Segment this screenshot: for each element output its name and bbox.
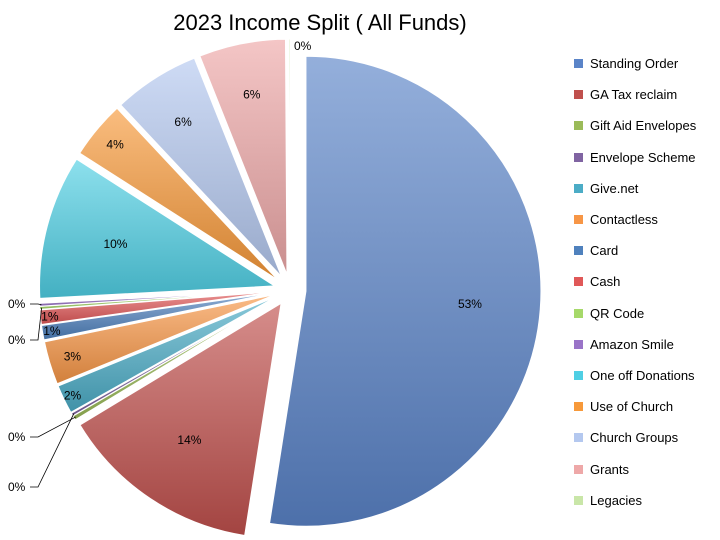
legend-item-standing-order: Standing Order [574,48,696,79]
slice-label-gift-aid-envelopes: 0% [8,430,26,444]
legend-swatch [574,370,583,380]
slice-church-groups [120,57,282,277]
legend-label: QR Code [590,305,645,321]
leader-lines [30,303,76,488]
legend-item-legacies: Legacies [574,485,696,516]
slice-legacies [287,38,291,275]
legend: Standing Order GA Tax reclaim Gift Aid Env… [574,48,696,516]
slice-label-cash: 1% [41,309,59,323]
legend-label: Church Groups [590,430,679,446]
legend-swatch [574,433,583,443]
legend-label: Use of Church [590,399,674,415]
leader-line-qr-code [30,307,43,341]
slice-amazon-smile [38,290,275,307]
legend-item-grants: Grants [574,453,696,484]
slice-card [40,292,275,341]
legend-item-ga-tax-reclaim: GA Tax reclaim [574,79,696,110]
legend-swatch [574,246,583,256]
slice-label-card: 1% [43,324,61,338]
pie-slices [38,38,542,537]
slice-contactless [43,294,275,385]
legend-swatch [574,277,583,287]
legend-swatch [574,339,583,349]
legend-item-church-groups: Church Groups [574,422,696,453]
slice-label-one-off-donations: 10% [103,237,127,251]
legend-label: Grants [590,461,630,477]
slice-label-envelope-scheme: 0% [8,480,26,494]
slice-label-grants: 6% [243,87,261,101]
legend-item-contactless: Contactless [574,204,696,235]
slice-label-qr-code: 0% [8,333,26,347]
legend-swatch [574,402,583,412]
legend-swatch [574,183,583,193]
legend-item-cash: Cash [574,266,696,297]
legend-swatch [574,121,583,131]
slice-standing-order [268,55,542,527]
legend-label: Standing Order [590,56,679,72]
legend-label: One off Donations [590,367,695,383]
legend-swatch [574,59,583,69]
chart-title: 2023 Income Split ( All Funds) [173,10,467,35]
slice-ga-tax-reclaim [79,302,282,537]
legend-item-envelope-scheme: Envelope Scheme [574,142,696,173]
legend-swatch [574,152,583,162]
legend-swatch [574,464,583,474]
slice-label-contactless: 3% [64,349,82,363]
leader-line-envelope-scheme [30,413,75,488]
leader-line-amazon-smile [30,303,42,306]
legend-item-amazon-smile: Amazon Smile [574,329,696,360]
legend-item-one-off-donations: One off Donations [574,360,696,391]
legend-swatch [574,308,583,318]
slice-give-net [57,296,276,414]
legend-label: Cash [590,274,621,290]
legend-label: Contactless [590,212,658,228]
legend-label: Legacies [590,492,643,508]
slice-label-ga-tax-reclaim: 14% [177,433,201,447]
slice-label-amazon-smile: 0% [8,297,26,311]
legend-item-give-net: Give.net [574,173,696,204]
legend-label: Amazon Smile [590,336,674,352]
legend-item-use-of-church: Use of Church [574,391,696,422]
slice-label-standing-order: 53% [458,297,482,311]
legend-label: Card [590,243,619,259]
legend-swatch [574,215,583,225]
slice-one-off-donations [39,158,277,299]
legend-item-qr-code: QR Code [574,298,696,329]
legend-item-card: Card [574,235,696,266]
legend-label: Give.net [590,180,639,196]
leader-line-gift-aid-envelopes [30,416,76,438]
slice-label-give-net: 2% [64,388,82,402]
slice-label-legacies: 0% [294,39,312,53]
slice-grants [199,38,288,275]
slice-use-of-church [79,107,279,281]
legend-item-gift-aid-envelopes: Gift Aid Envelopes [574,110,696,141]
legend-swatch [574,495,583,505]
slice-label-church-groups: 6% [174,115,192,129]
slice-label-use-of-church: 4% [106,138,124,152]
legend-label: Envelope Scheme [590,149,696,165]
legend-label: GA Tax reclaim [590,87,678,103]
legend-swatch [574,90,583,100]
legend-label: Gift Aid Envelopes [590,118,697,134]
slice-labels: 53%14%0%0%2%3%1%1%0%0%10%4%6%6%0% [8,39,482,494]
